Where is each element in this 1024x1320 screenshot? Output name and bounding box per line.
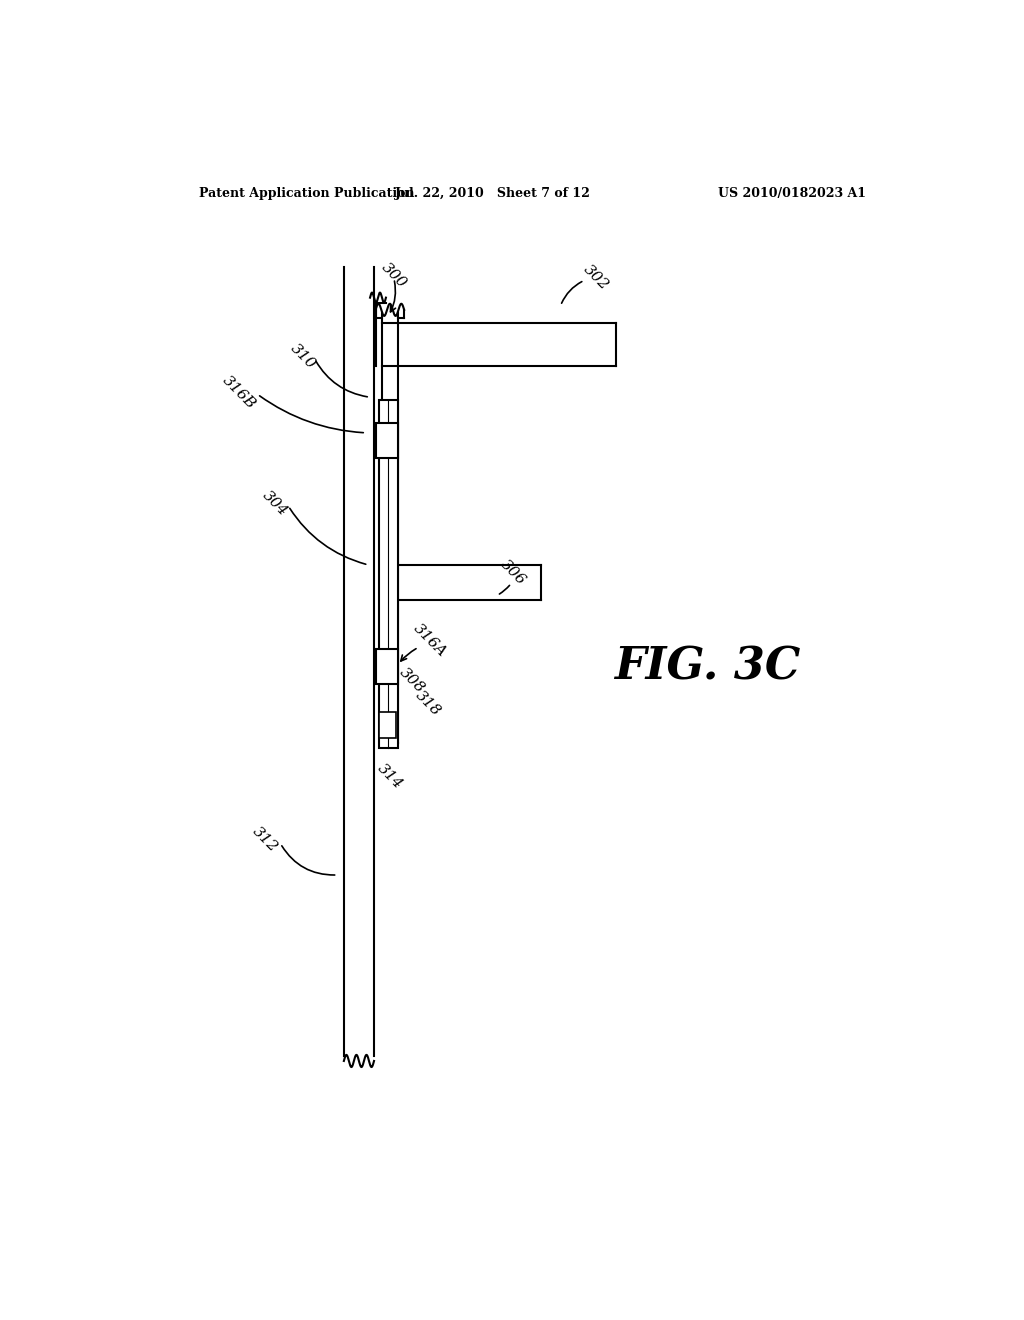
Text: FIG. 3C: FIG. 3C	[614, 645, 801, 688]
Text: 310: 310	[288, 342, 317, 372]
Bar	[379, 713, 396, 738]
Bar	[377, 649, 397, 684]
Text: 302: 302	[581, 263, 611, 293]
Text: 304: 304	[259, 488, 290, 519]
Text: 312: 312	[249, 824, 280, 854]
Bar	[379, 400, 397, 748]
Text: Jul. 22, 2010   Sheet 7 of 12: Jul. 22, 2010 Sheet 7 of 12	[395, 187, 591, 201]
Text: 316B: 316B	[220, 374, 258, 412]
Text: US 2010/0182023 A1: US 2010/0182023 A1	[718, 187, 866, 201]
Text: 306: 306	[498, 557, 528, 587]
Text: 300: 300	[379, 260, 410, 290]
Text: Patent Application Publication: Patent Application Publication	[200, 187, 415, 201]
Text: 318: 318	[413, 688, 443, 718]
Text: 308: 308	[397, 665, 427, 696]
Text: 314: 314	[375, 762, 406, 792]
Bar	[377, 422, 397, 458]
Text: 316A: 316A	[411, 620, 449, 660]
